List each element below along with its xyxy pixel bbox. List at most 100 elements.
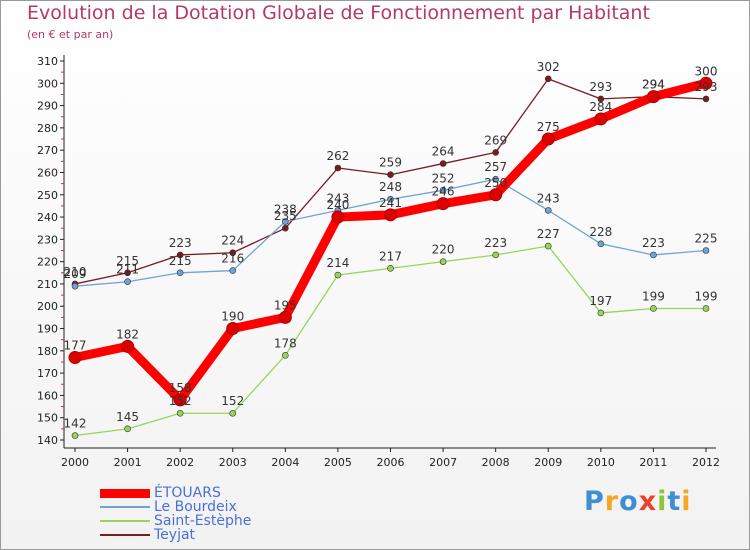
x-tick-label: 2010 — [587, 456, 615, 469]
data-point — [282, 224, 289, 232]
data-point — [492, 251, 499, 259]
data-label: 243 — [537, 191, 560, 205]
data-point — [597, 240, 605, 248]
data-label: 243 — [326, 191, 349, 205]
data-label: 275 — [537, 120, 560, 134]
data-label: 210 — [64, 265, 87, 279]
data-label: 262 — [326, 149, 349, 163]
data-label: 145 — [116, 410, 139, 424]
legend-label: ÉTOUARS — [154, 485, 221, 501]
logo-letter: i — [681, 486, 692, 517]
logo-letter: x — [638, 486, 658, 517]
data-point — [489, 188, 503, 202]
data-point — [544, 242, 552, 250]
y-tick-label: 290 — [37, 100, 58, 113]
x-tick-label: 2002 — [166, 456, 194, 469]
x-tick-label: 2001 — [114, 456, 142, 469]
x-tick-label: 2005 — [324, 456, 352, 469]
data-label: 264 — [432, 145, 455, 159]
data-point — [702, 95, 710, 103]
data-label: 293 — [695, 80, 718, 94]
x-tick-label: 2009 — [534, 456, 562, 469]
y-tick-label: 240 — [37, 211, 58, 224]
data-label: 240 — [326, 198, 349, 212]
data-point — [229, 409, 237, 417]
x-tick-label: 2004 — [271, 456, 299, 469]
data-label: 284 — [589, 100, 612, 114]
data-label: 216 — [221, 252, 244, 266]
data-label: 294 — [642, 78, 665, 92]
series-le-bourdeix — [71, 175, 710, 290]
y-tick-label: 200 — [37, 300, 58, 313]
data-label: 257 — [484, 160, 507, 174]
data-point — [229, 249, 237, 257]
legend-swatch — [100, 534, 150, 536]
data-label: 248 — [379, 180, 402, 194]
logo-letter: o — [619, 486, 639, 517]
y-tick-label: 170 — [37, 367, 58, 380]
logo-letter: t — [667, 486, 682, 517]
logo-letter: i — [657, 486, 668, 517]
data-point — [436, 197, 450, 211]
series-saint-estephe — [71, 242, 710, 439]
data-label: 238 — [274, 203, 297, 217]
data-point — [173, 393, 187, 407]
data-point — [597, 95, 605, 103]
data-point — [176, 409, 184, 417]
data-label: 235 — [274, 209, 297, 223]
data-point — [544, 75, 552, 83]
legend-swatch — [100, 506, 150, 508]
data-point — [702, 305, 710, 312]
data-point — [439, 258, 447, 265]
data-point — [176, 269, 184, 277]
legend-swatch — [100, 520, 150, 522]
data-point — [124, 269, 131, 277]
data-point — [121, 339, 135, 353]
data-label: 252 — [432, 171, 455, 185]
x-tick-label: 2000 — [61, 456, 89, 469]
data-label: 152 — [221, 394, 244, 408]
x-tick-label: 2011 — [639, 456, 667, 469]
x-tick-label: 2008 — [482, 456, 510, 469]
data-point — [650, 251, 657, 259]
logo-letter: r — [604, 486, 620, 517]
data-point — [176, 251, 184, 259]
legend-label: Saint-Estèphe — [154, 513, 252, 529]
data-label: 223 — [642, 236, 665, 250]
data-point — [278, 310, 292, 324]
x-tick-label: 2003 — [219, 456, 247, 469]
data-point — [544, 207, 552, 214]
y-tick-label: 210 — [37, 278, 58, 291]
data-label: 300 — [695, 64, 718, 78]
data-point — [124, 425, 131, 433]
data-point — [334, 271, 342, 279]
data-point — [439, 160, 447, 167]
data-label: 142 — [64, 417, 87, 431]
data-point — [71, 432, 79, 439]
proxiti-logo: Proxiti — [584, 486, 692, 517]
data-point — [594, 112, 608, 126]
legend-swatch — [100, 488, 150, 498]
data-label: 195 — [274, 298, 297, 312]
data-label: 190 — [221, 310, 244, 324]
data-label: 215 — [116, 254, 139, 268]
y-tick-label: 300 — [37, 77, 58, 90]
data-point — [702, 247, 710, 254]
legend-label: Le Bourdeix — [154, 499, 237, 515]
y-tick-label: 150 — [37, 412, 58, 425]
data-label: 250 — [484, 176, 507, 190]
data-label: 197 — [589, 294, 612, 308]
y-tick-label: 160 — [37, 389, 58, 402]
data-label: 294 — [642, 78, 665, 92]
x-tick-label: 2007 — [429, 456, 457, 469]
x-tick-label: 2006 — [377, 456, 405, 469]
y-tick-label: 280 — [37, 122, 58, 135]
data-point — [71, 282, 79, 290]
data-point — [492, 175, 499, 183]
data-label: 223 — [484, 236, 507, 250]
y-tick-label: 220 — [37, 256, 58, 269]
data-point — [334, 164, 342, 172]
y-tick-label: 180 — [37, 345, 58, 358]
data-label: 220 — [432, 243, 455, 257]
